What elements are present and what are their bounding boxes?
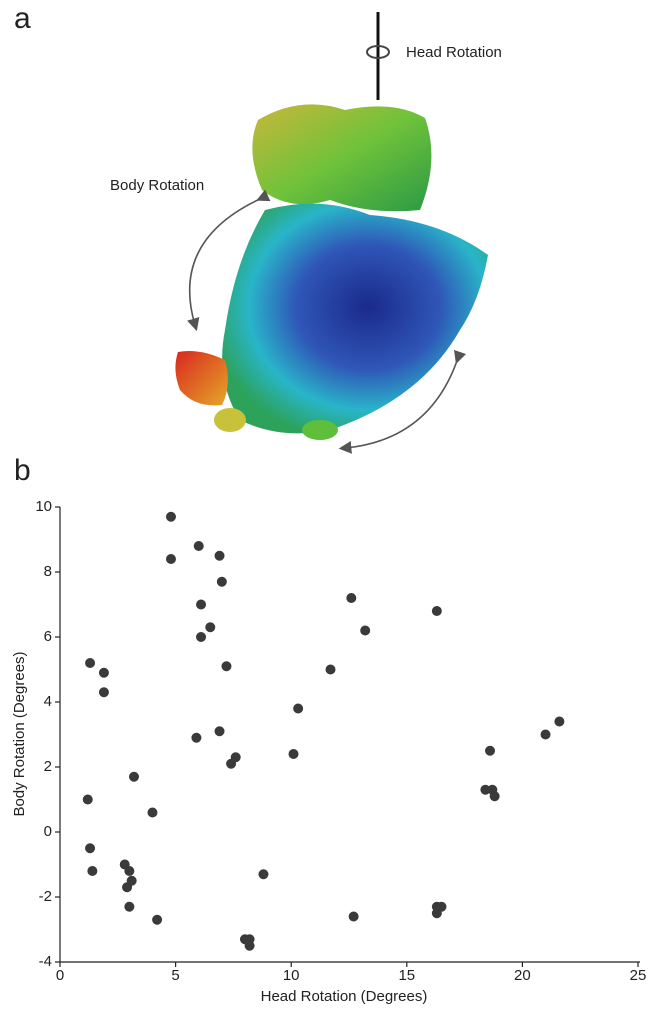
- limb-shape: [214, 408, 246, 432]
- x-tick-label: 25: [630, 967, 647, 984]
- point: [98, 667, 109, 678]
- head-shape: [252, 104, 432, 212]
- y-tick-label: -2: [39, 888, 52, 905]
- point: [226, 758, 237, 769]
- panel-label: b: [14, 454, 31, 487]
- y-axis-label: Body Rotation (Degrees): [11, 651, 28, 816]
- limb-shape: [302, 420, 338, 440]
- point: [128, 771, 139, 782]
- point: [214, 726, 225, 737]
- point: [165, 554, 176, 564]
- axes: [59, 507, 640, 963]
- point: [85, 843, 96, 854]
- point: [325, 664, 336, 675]
- panel-a: a Head Rotation Body Rotation: [14, 2, 502, 454]
- point: [196, 632, 207, 642]
- point: [196, 599, 207, 610]
- point: [214, 550, 225, 561]
- point: [540, 729, 551, 740]
- x-tick-label: 5: [171, 967, 179, 984]
- point: [193, 541, 204, 551]
- point: [98, 687, 109, 698]
- panel-label: a: [14, 2, 31, 35]
- point: [346, 593, 357, 603]
- y-tick-label: -4: [39, 953, 52, 970]
- point: [244, 940, 255, 951]
- y-tick-label: 2: [44, 758, 52, 775]
- point: [124, 901, 135, 912]
- x-tick-label: 20: [514, 967, 531, 984]
- x-axis-label: Head Rotation (Degrees): [261, 988, 428, 1005]
- point: [554, 716, 565, 727]
- y-tick-label: 0: [44, 823, 52, 840]
- limb-shape: [175, 351, 228, 406]
- point: [480, 784, 491, 795]
- point: [348, 911, 359, 922]
- point: [288, 749, 299, 759]
- y-tick-label: 10: [35, 498, 52, 515]
- y-tick-label: 4: [44, 693, 52, 710]
- point: [258, 869, 269, 880]
- point: [87, 866, 98, 876]
- point: [152, 914, 163, 925]
- point: [485, 745, 496, 756]
- x-tick-label: 15: [398, 967, 415, 984]
- annotation: Body Rotation: [110, 177, 204, 194]
- rotation-icon: [366, 45, 390, 59]
- point: [165, 511, 176, 522]
- point: [85, 658, 96, 668]
- point: [360, 625, 371, 636]
- point: [191, 732, 202, 743]
- point: [431, 908, 442, 919]
- x-tick-label: 0: [56, 967, 64, 984]
- body-shape: [222, 203, 488, 434]
- point: [489, 791, 500, 802]
- annotation: Head Rotation: [406, 44, 502, 61]
- point: [122, 882, 133, 893]
- point: [205, 622, 216, 633]
- rotation-arrow: [338, 349, 467, 454]
- point: [431, 606, 442, 616]
- y-tick-label: 8: [44, 563, 52, 580]
- point: [147, 807, 158, 818]
- rotation-arrow: [187, 189, 271, 332]
- point: [124, 866, 135, 876]
- point: [82, 794, 93, 805]
- y-tick-label: 6: [44, 628, 52, 645]
- point: [293, 703, 304, 714]
- point: [216, 576, 227, 587]
- point: [221, 661, 232, 672]
- x-tick-label: 10: [283, 967, 300, 984]
